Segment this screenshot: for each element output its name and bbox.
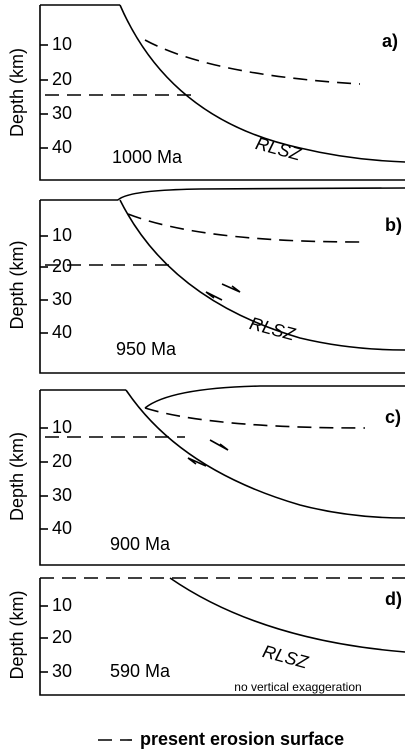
tick-label: 40 <box>52 322 72 342</box>
tick-label: 20 <box>52 627 72 647</box>
tick-label: 40 <box>52 518 72 538</box>
tick-label: 20 <box>52 256 72 276</box>
tick-label: 30 <box>52 661 72 681</box>
fault-label: RLSZ <box>248 313 299 344</box>
panel-d-lines <box>39 577 405 696</box>
tick-label: 10 <box>52 225 72 245</box>
tick-label: 20 <box>52 451 72 471</box>
tick-label: 20 <box>52 69 72 89</box>
panel-label: b) <box>385 215 402 235</box>
tick-label: 40 <box>52 137 72 157</box>
panel-label: a) <box>382 31 398 51</box>
panel-b-lines <box>39 187 405 374</box>
tick-label: 30 <box>52 485 72 505</box>
tick-label: 10 <box>52 34 72 54</box>
panel-c-lines <box>39 385 405 566</box>
note: no vertical exaggeration <box>234 680 361 694</box>
panel-a-lines <box>39 4 405 181</box>
panel-label: c) <box>385 407 401 427</box>
y-axis-label: Depth (km) <box>7 48 27 137</box>
age-label: 1000 Ma <box>112 147 183 167</box>
panel-label: d) <box>385 589 402 609</box>
age-label: 590 Ma <box>110 661 171 681</box>
y-axis-label: Depth (km) <box>7 590 27 679</box>
tick-label: 10 <box>52 417 72 437</box>
fault-label: RLSZ <box>261 641 312 672</box>
y-axis-label: Depth (km) <box>7 432 27 521</box>
age-label: 900 Ma <box>110 534 171 554</box>
legend-text: present erosion surface <box>140 729 344 749</box>
y-axis-label: Depth (km) <box>7 240 27 329</box>
tick-label: 10 <box>52 595 72 615</box>
fault-label: RLSZ <box>254 133 305 164</box>
age-label: 950 Ma <box>116 339 177 359</box>
tick-label: 30 <box>52 289 72 309</box>
tick-label: 30 <box>52 103 72 123</box>
